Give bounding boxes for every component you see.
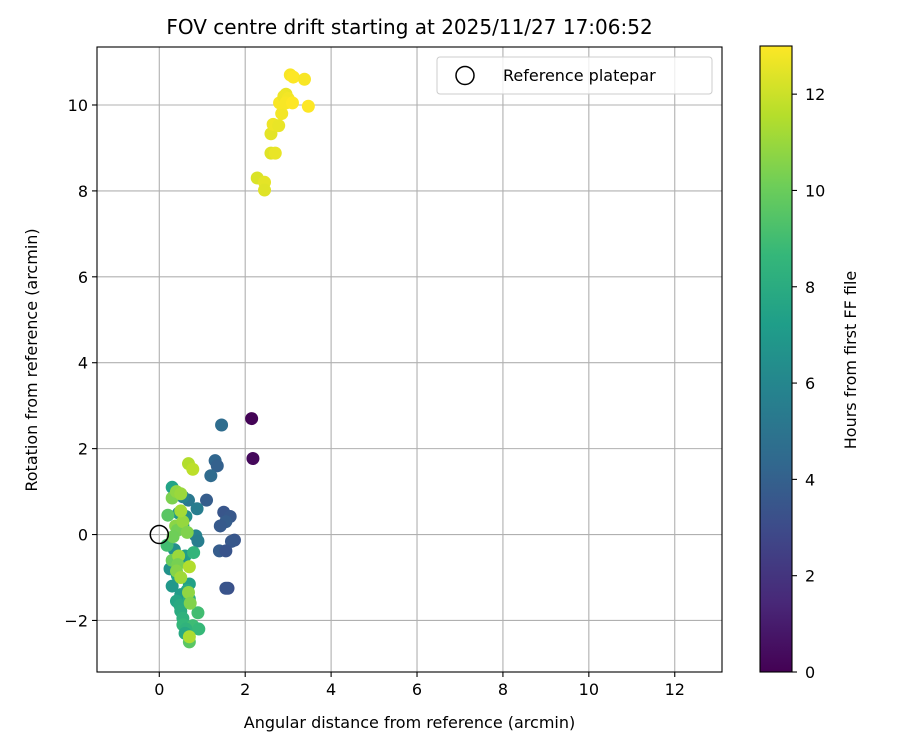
y-axis-ticks: −2 0 2 4 6 8 10 [64,96,97,630]
scatter-point [183,596,197,610]
scatter-point [182,560,196,574]
scatter-point [187,546,201,560]
scatter-point [192,622,206,636]
scatter-point [200,493,214,507]
scatter-point [161,508,175,522]
scatter-point [182,630,196,644]
x-tick-label: 2 [240,680,250,699]
scatter-point [191,534,205,548]
colorbar-tick-label: 10 [805,181,825,200]
colorbar-tick-label: 6 [805,374,815,393]
colorbar-tick-label: 8 [805,278,815,297]
legend: Reference platepar [436,56,713,95]
y-tick-label: −2 [64,611,88,630]
scatter-point [268,146,282,160]
reference-platepar-marker [149,524,170,545]
colorbar-ticks: 0 2 4 6 8 10 12 [792,85,825,682]
scatter-point [219,544,233,558]
scatter-point [174,570,188,584]
legend-marker [455,65,475,86]
scatter-point [165,579,179,593]
x-tick-label: 8 [498,680,508,699]
x-axis-ticks: 0 2 4 6 8 10 12 [154,672,685,699]
scatter-point [285,96,299,110]
scatter-point [204,469,218,483]
plot-area [96,46,723,673]
scatter-point [181,586,195,600]
y-tick-label: 6 [78,268,88,287]
y-tick-label: 8 [78,182,88,201]
colorbar: 0 2 4 6 8 10 12 Hours from first FF file [759,45,860,682]
scatter-point [210,459,224,473]
grid [97,47,722,672]
colorbar-frame [759,45,793,673]
colorbar-tick-label: 2 [805,567,815,586]
scatter-point [174,504,188,518]
scatter-point [286,70,300,84]
x-tick-label: 6 [412,680,422,699]
colorbar-tick-label: 4 [805,470,815,489]
y-tick-label: 4 [78,354,88,373]
colorbar-tick-label: 0 [805,663,815,682]
scatter-point [297,72,311,86]
x-tick-label: 4 [326,680,336,699]
colorbar-label: Hours from first FF file [841,271,860,450]
scatter-point [190,502,204,516]
scatter-point [180,525,194,539]
x-tick-label: 0 [154,680,164,699]
x-tick-label: 12 [665,680,685,699]
scatter-point [272,119,286,133]
scatter-point [215,418,229,432]
scatter-point [176,515,190,529]
y-tick-label: 2 [78,440,88,459]
scatter-point [245,412,259,426]
legend-label: Reference platepar [503,66,656,85]
scatter-point [301,99,315,113]
scatter-point [213,519,227,533]
y-axis-label: Rotation from reference (arcmin) [22,228,41,491]
plot-background [97,47,722,672]
x-axis-label: Angular distance from reference (arcmin) [244,713,575,732]
scatter-point [186,462,200,476]
scatter-point [258,183,272,197]
y-tick-label: 0 [78,526,88,545]
scatter-points [160,68,315,649]
scatter-point [219,581,233,595]
y-tick-label: 10 [68,96,88,115]
scatter-point [275,107,289,121]
colorbar-gradient [760,46,792,672]
scatter-point [191,606,205,620]
scatter-point [224,534,238,548]
scatter-point [166,530,180,544]
chart-title: FOV centre drift starting at 2025/11/27 … [166,15,652,39]
legend-box [436,56,713,95]
plot-frame [96,46,723,673]
scatter-point [174,487,188,501]
scatter-point [246,452,260,466]
colorbar-tick-label: 12 [805,85,825,104]
x-tick-label: 10 [579,680,599,699]
